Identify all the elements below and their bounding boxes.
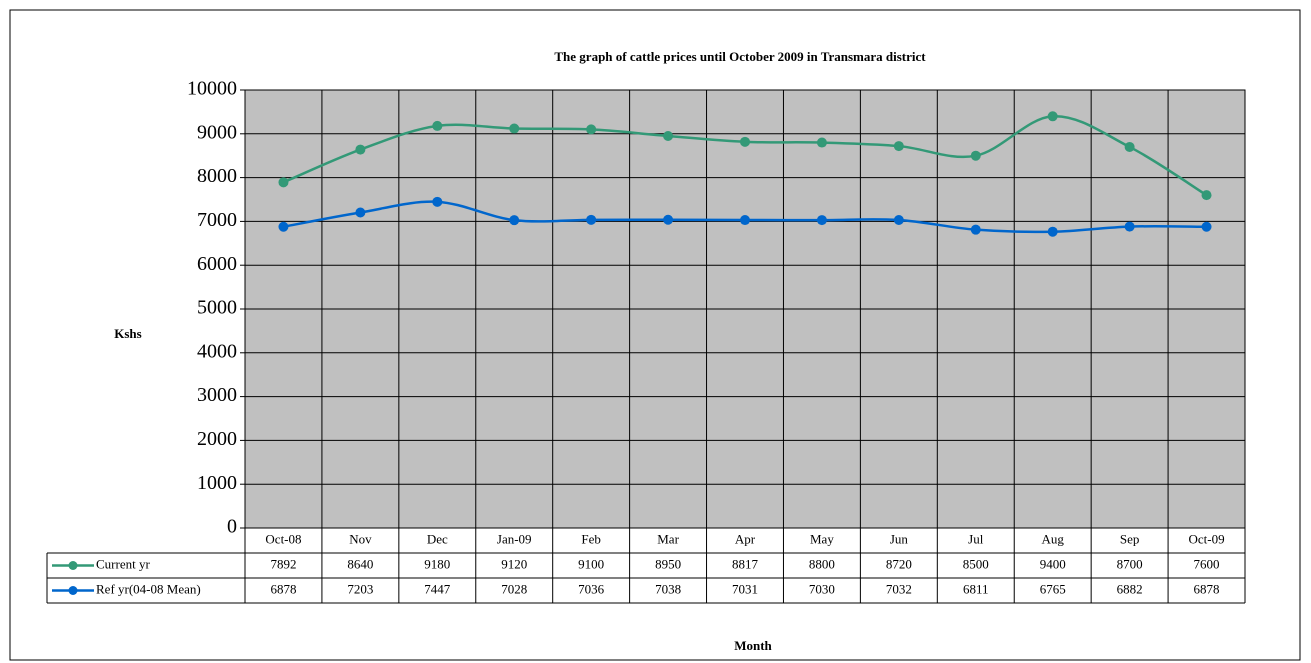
table-value: 8800 xyxy=(809,556,835,571)
data-point xyxy=(816,215,827,226)
x-axis-label: Month xyxy=(734,638,772,653)
y-tick-label: 2000 xyxy=(197,428,237,450)
data-point xyxy=(1201,221,1212,232)
table-value: 7203 xyxy=(347,581,373,596)
table-value: 9120 xyxy=(501,556,527,571)
data-point xyxy=(432,196,443,207)
data-point xyxy=(740,136,750,147)
x-tick-label: Oct-08 xyxy=(265,531,301,546)
table-value: 7032 xyxy=(886,581,912,596)
y-tick-label: 7000 xyxy=(197,209,237,231)
data-point xyxy=(663,214,674,225)
table-value: 6765 xyxy=(1040,581,1066,596)
legend-marker xyxy=(68,561,78,570)
x-tick-label: Nov xyxy=(349,531,372,546)
data-point xyxy=(1047,226,1058,237)
x-tick-label: Feb xyxy=(581,531,601,546)
table-value: 6878 xyxy=(1194,581,1220,596)
x-tick-label: Jul xyxy=(968,531,984,546)
table-value: 7038 xyxy=(655,581,681,596)
table-value: 7030 xyxy=(809,581,835,596)
data-point xyxy=(355,144,366,155)
x-tick-label: Dec xyxy=(427,531,448,546)
table-value: 6811 xyxy=(963,581,989,596)
table-value: 8500 xyxy=(963,556,989,571)
data-point xyxy=(278,177,289,188)
x-tick-label: Apr xyxy=(735,531,756,546)
data-point xyxy=(970,150,981,161)
table-value: 7036 xyxy=(578,581,605,596)
x-tick-label: Mar xyxy=(657,531,679,546)
y-tick-label: 4000 xyxy=(197,340,237,362)
x-tick-label: Sep xyxy=(1120,531,1140,546)
data-point xyxy=(278,221,289,232)
y-tick-label: 3000 xyxy=(197,384,237,406)
y-tick-label: 0 xyxy=(227,516,237,538)
table-value: 8640 xyxy=(347,556,373,571)
data-point xyxy=(586,214,597,225)
table-value: 9180 xyxy=(424,556,450,571)
legend-label: Current yr xyxy=(96,556,150,571)
y-tick-label: 6000 xyxy=(197,253,237,275)
table-value: 8817 xyxy=(732,556,759,571)
table-value: 9400 xyxy=(1040,556,1066,571)
data-point xyxy=(1047,111,1058,122)
legend-marker xyxy=(68,586,78,595)
data-point xyxy=(509,215,520,226)
data-point xyxy=(1124,221,1135,232)
y-axis-label: Kshs xyxy=(114,326,141,341)
legend-label: Ref yr(04-08 Mean) xyxy=(96,581,201,596)
x-tick-label: Jun xyxy=(890,531,909,546)
table-value: 7447 xyxy=(424,581,451,596)
x-tick-label: May xyxy=(810,531,834,546)
table-value: 8700 xyxy=(1117,556,1143,571)
table-value: 7031 xyxy=(732,581,758,596)
y-tick-label: 1000 xyxy=(197,472,237,494)
data-point xyxy=(1124,141,1135,152)
y-tick-label: 9000 xyxy=(197,121,237,143)
data-point xyxy=(893,214,904,225)
chart-title: The graph of cattle prices until October… xyxy=(554,49,926,64)
data-point xyxy=(1201,190,1212,201)
data-point xyxy=(586,124,597,135)
table-value: 9100 xyxy=(578,556,604,571)
data-point xyxy=(509,123,520,134)
x-tick-label: Oct-09 xyxy=(1188,531,1224,546)
data-point xyxy=(740,215,750,226)
data-point xyxy=(893,141,904,152)
data-point xyxy=(432,120,443,131)
table-value: 8720 xyxy=(886,556,912,571)
table-value: 7600 xyxy=(1194,556,1220,571)
table-value: 7028 xyxy=(501,581,527,596)
table-value: 8950 xyxy=(655,556,681,571)
table-value: 7892 xyxy=(270,556,296,571)
y-tick-label: 8000 xyxy=(197,165,237,187)
x-tick-label: Aug xyxy=(1041,531,1064,546)
x-tick-label: Jan-09 xyxy=(497,531,532,546)
y-tick-label: 10000 xyxy=(187,78,237,100)
table-value: 6882 xyxy=(1117,581,1143,596)
data-point xyxy=(355,207,366,218)
y-tick-label: 5000 xyxy=(197,297,237,319)
data-point xyxy=(663,130,674,141)
data-point xyxy=(816,137,827,148)
data-point xyxy=(970,224,981,235)
table-value: 6878 xyxy=(270,581,296,596)
